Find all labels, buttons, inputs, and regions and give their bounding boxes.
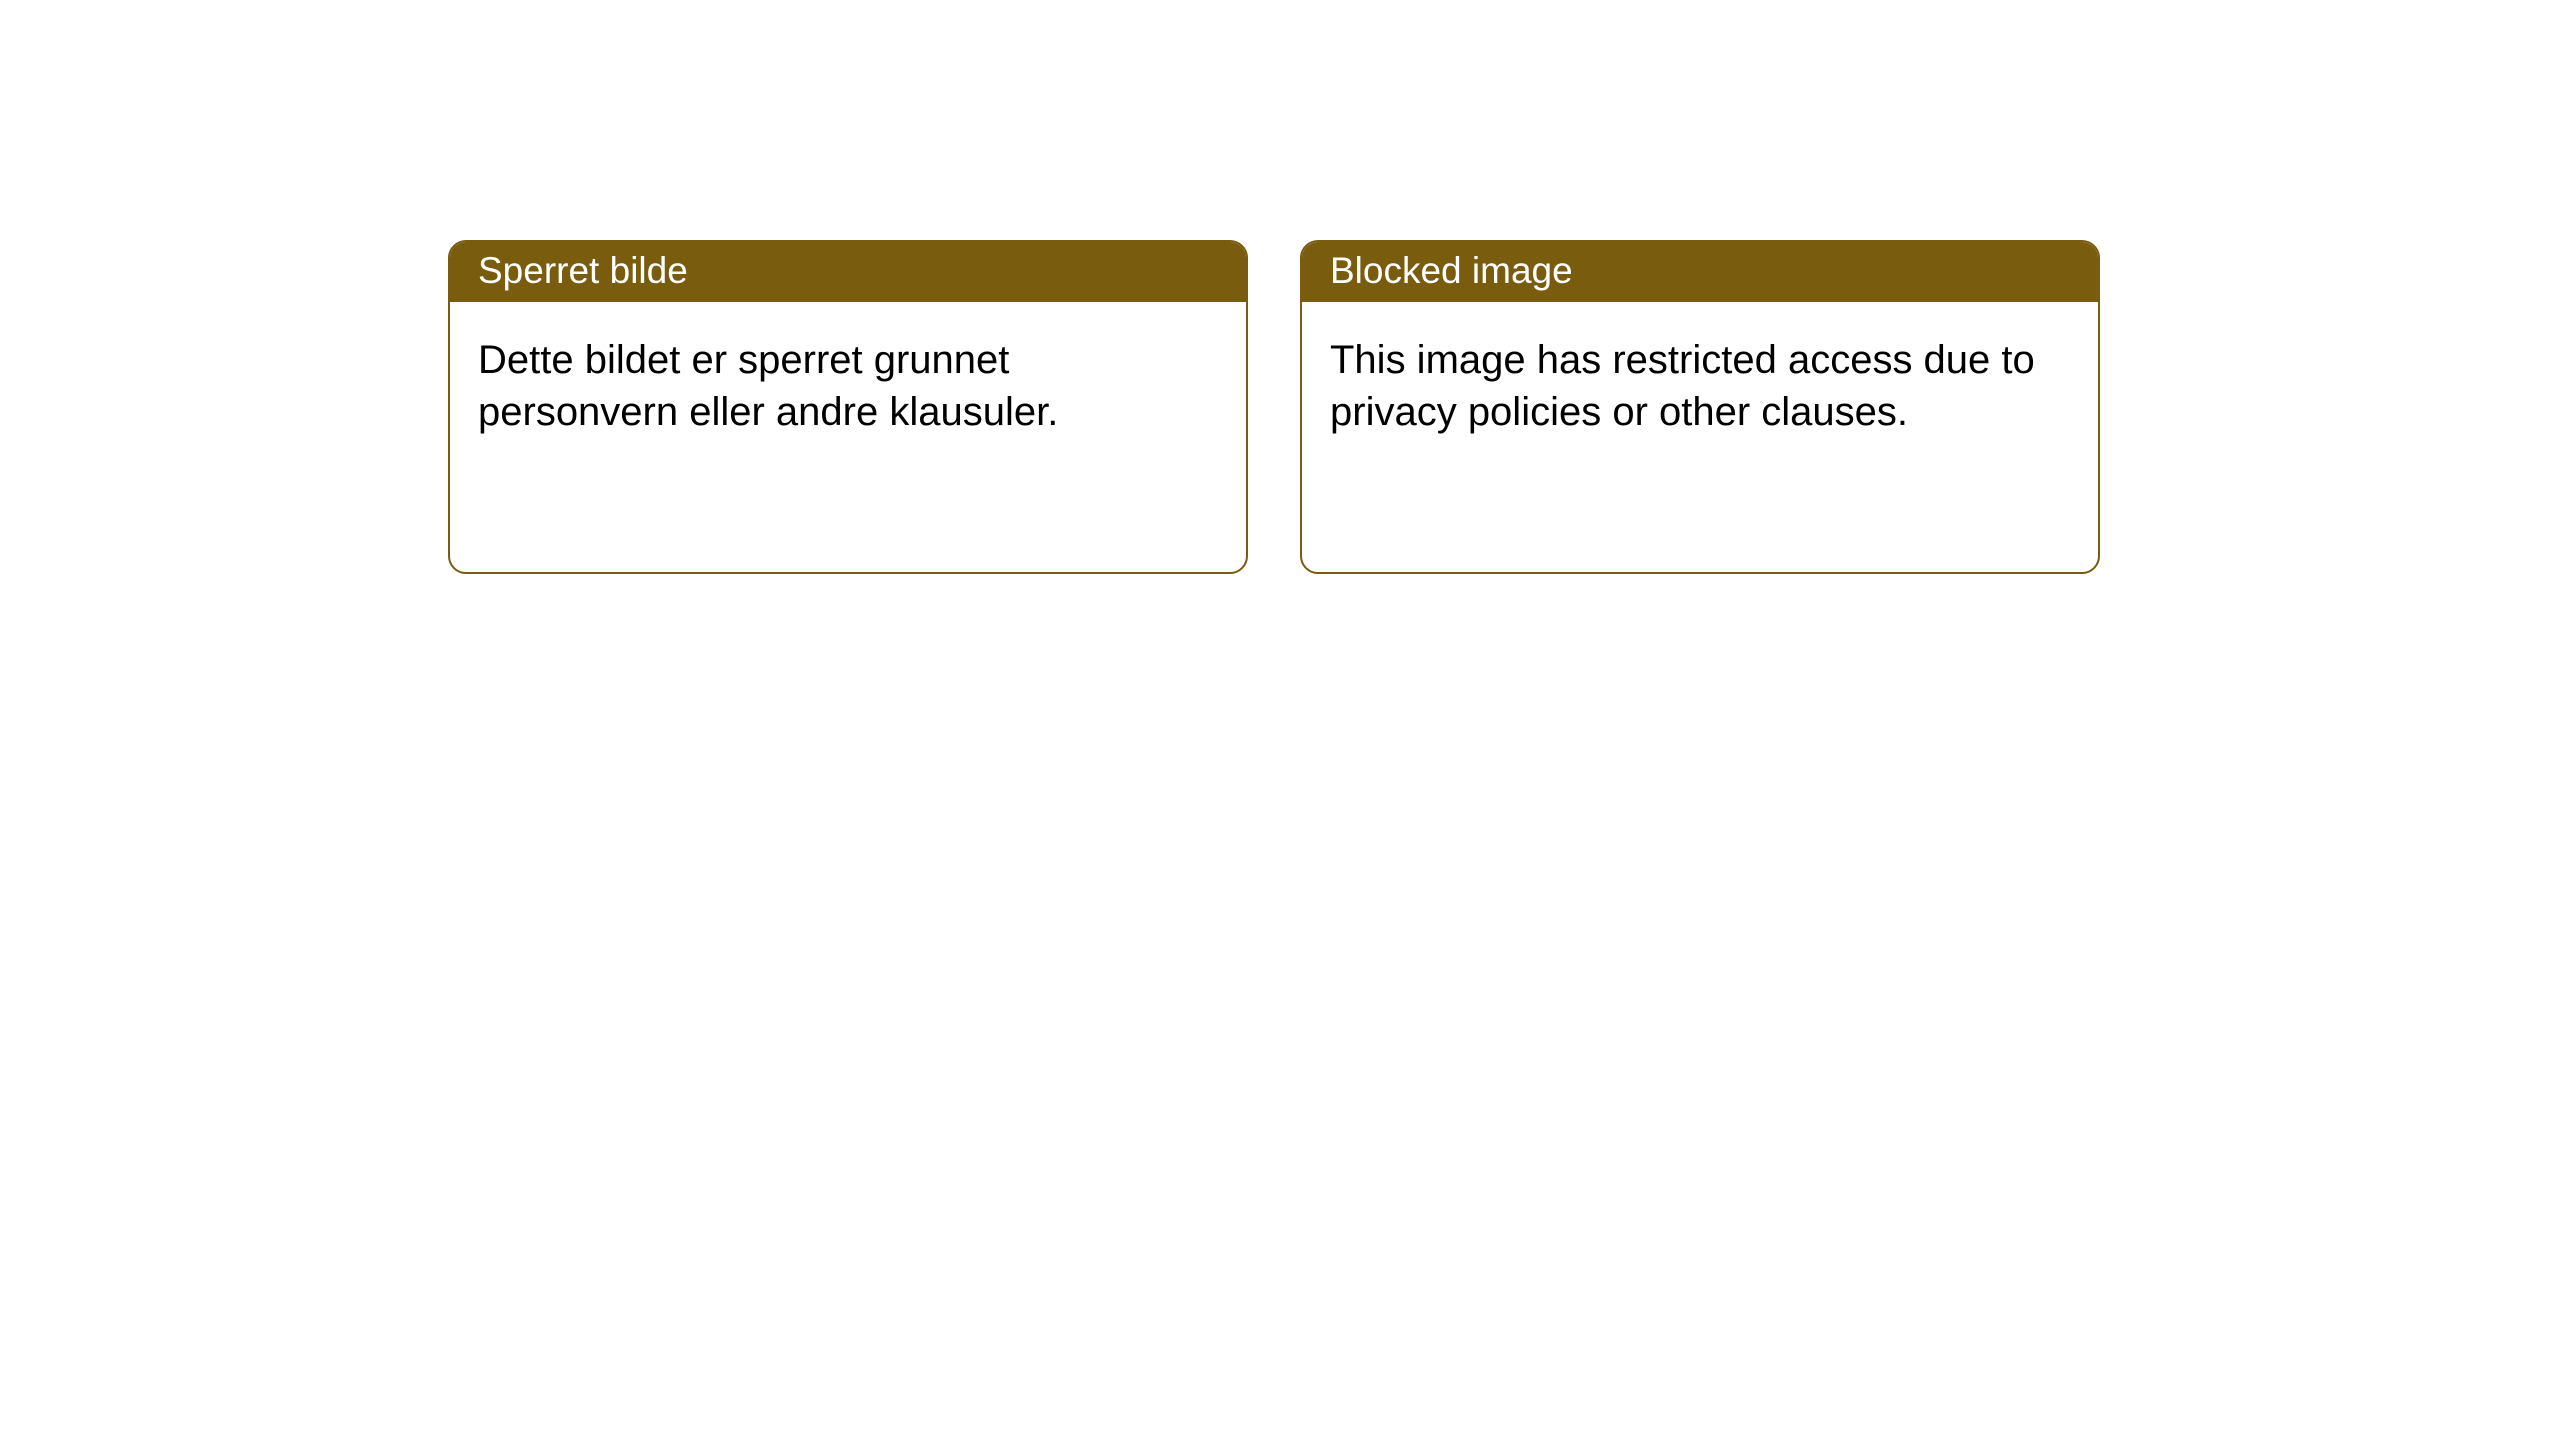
notice-body-english: This image has restricted access due to … [1302,302,2098,470]
notice-header-norwegian: Sperret bilde [450,242,1246,302]
notice-body-norwegian: Dette bildet er sperret grunnet personve… [450,302,1246,470]
notice-container: Sperret bilde Dette bildet er sperret gr… [448,240,2100,574]
notice-header-english: Blocked image [1302,242,2098,302]
notice-box-norwegian: Sperret bilde Dette bildet er sperret gr… [448,240,1248,574]
notice-box-english: Blocked image This image has restricted … [1300,240,2100,574]
